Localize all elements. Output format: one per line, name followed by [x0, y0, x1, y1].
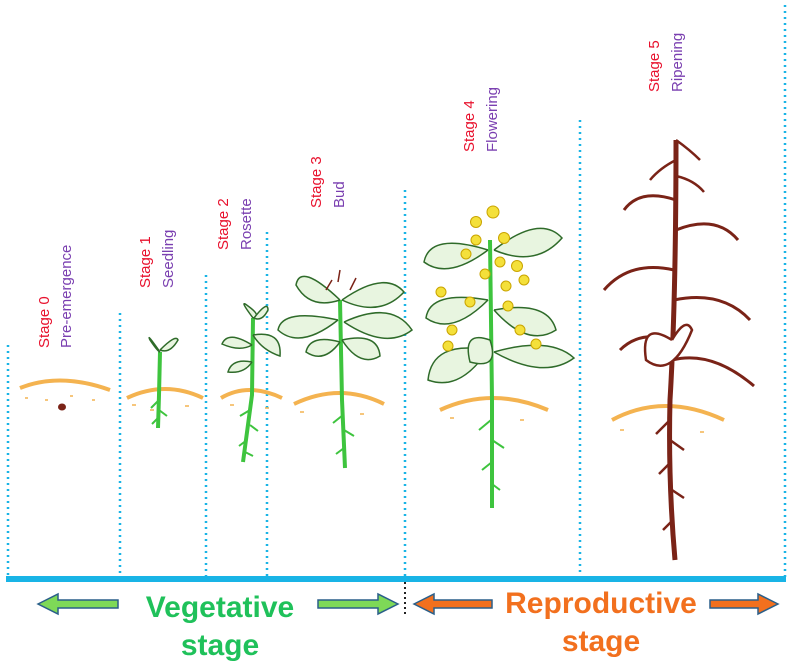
stage-2-number: Stage 2 [215, 198, 232, 250]
ground-baseline [6, 576, 786, 582]
reproductive-label-line2: stage [561, 625, 641, 658]
stage-4-illustration [423, 205, 576, 508]
reproductive-label-line1: Reproductive [505, 587, 697, 620]
soil-mound-0 [19, 378, 111, 392]
stage-0-illustration [19, 378, 111, 411]
stage-5-name: Ripening [669, 32, 686, 92]
stage-2-illustration [219, 303, 283, 463]
stage-0-name: Pre-emergence [58, 244, 75, 348]
stage-4-name: Flowering [484, 86, 501, 152]
vegetative-label-line2: stage [180, 629, 260, 662]
stage-1-name: Seedling [160, 229, 177, 288]
stage-5-number: Stage 5 [646, 40, 663, 92]
left-arrow-orange-icon [412, 592, 493, 616]
stage-4-number: Stage 4 [461, 100, 478, 152]
stage-5-illustration [602, 138, 755, 561]
stage-1-illustration [126, 337, 204, 429]
stage-3-name: Bud [331, 181, 348, 208]
stage-dividers [6, 5, 787, 578]
stage-0-number: Stage 0 [36, 296, 53, 348]
seed [58, 403, 66, 411]
stage-3-number: Stage 3 [308, 156, 325, 208]
stage-3-illustration [277, 269, 414, 469]
flowers [435, 205, 542, 352]
stage-2-name: Rosette [238, 198, 255, 250]
stage-1-number: Stage 1 [137, 236, 154, 288]
left-arrow-green-icon [36, 592, 119, 616]
vegetative-label-line1: Vegetative [145, 591, 295, 624]
right-arrow-orange-icon [709, 592, 780, 616]
right-arrow-green-icon [317, 592, 400, 616]
